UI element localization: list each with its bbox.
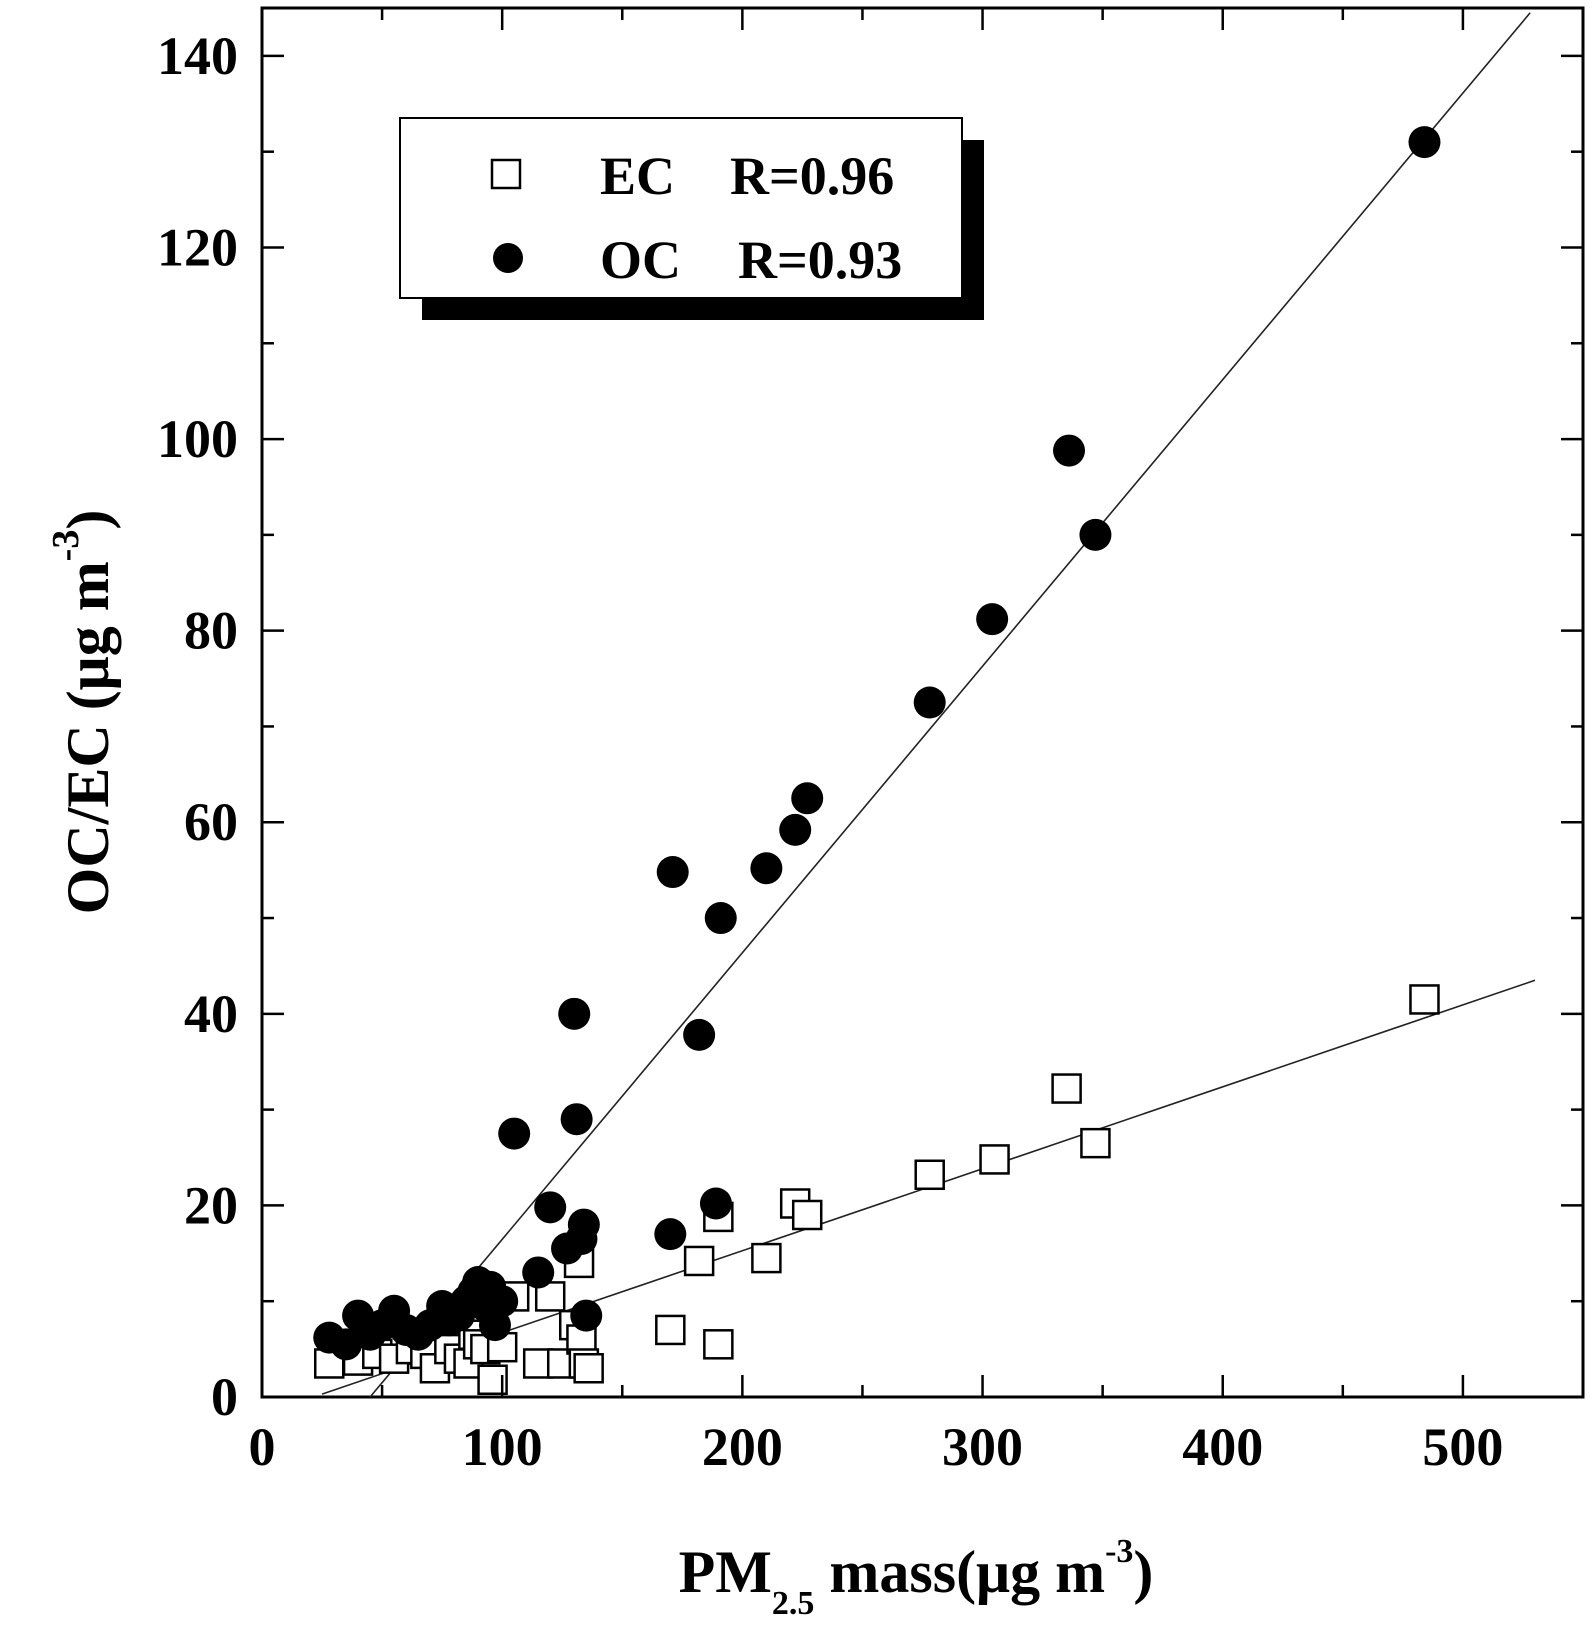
y-tick-label: 0 bbox=[211, 1367, 238, 1427]
x-tick-label: 400 bbox=[1182, 1417, 1263, 1477]
y-tick-label: 60 bbox=[184, 792, 238, 852]
fit-line-oc bbox=[369, 12, 1531, 1398]
data-points bbox=[313, 126, 1441, 1396]
y-axis-title: OC/EC (μg m-3) bbox=[45, 510, 121, 915]
y-tick-label: 20 bbox=[184, 1175, 238, 1235]
x-axis-title-unit-sup: -3 bbox=[1105, 1533, 1133, 1570]
point-oc bbox=[1079, 518, 1112, 551]
x-tick-label: 100 bbox=[462, 1417, 543, 1477]
plot-frame-layer bbox=[260, 6, 1585, 1399]
y-tick-label: 40 bbox=[184, 984, 238, 1044]
point-oc bbox=[704, 902, 737, 935]
legend-ec-r-value: R=0.96 bbox=[730, 146, 894, 206]
y-tick-label: 100 bbox=[157, 409, 238, 469]
point-ec bbox=[791, 1199, 823, 1231]
point-ec bbox=[751, 1242, 782, 1274]
point-oc bbox=[683, 1018, 716, 1051]
point-ec bbox=[1409, 984, 1440, 1015]
point-ec bbox=[703, 1329, 734, 1360]
legend-ec-marker bbox=[490, 158, 522, 190]
legend: EC R=0.96 OC R=0.93 bbox=[399, 117, 984, 320]
x-tick-label: 200 bbox=[702, 1417, 783, 1477]
axis-ticks: 0 100 200 300 400 500 0 20 40 60 80 100 120 140 bbox=[157, 8, 1585, 1477]
point-oc bbox=[656, 856, 689, 889]
legend-oc-label: OC bbox=[600, 230, 681, 290]
point-oc bbox=[558, 997, 591, 1030]
point-oc bbox=[534, 1191, 567, 1224]
point-ec bbox=[1080, 1127, 1111, 1159]
y-axis-title-main: OC/EC bbox=[55, 724, 121, 914]
point-ec bbox=[979, 1144, 1010, 1175]
point-ec bbox=[1051, 1073, 1082, 1104]
point-ec bbox=[477, 1364, 508, 1396]
point-oc bbox=[654, 1218, 687, 1251]
x-tick-label: 300 bbox=[942, 1417, 1023, 1477]
point-oc bbox=[486, 1285, 519, 1318]
x-tick-label: 500 bbox=[1422, 1417, 1503, 1477]
point-oc bbox=[330, 1328, 363, 1361]
point-oc bbox=[779, 813, 812, 846]
x-axis-title-unit-close: ) bbox=[1133, 1539, 1153, 1605]
point-oc bbox=[699, 1187, 732, 1220]
point-oc bbox=[1408, 126, 1441, 159]
y-axis-title-unit-sup: -3 bbox=[45, 530, 87, 562]
point-ec bbox=[683, 1245, 715, 1277]
point-oc bbox=[913, 686, 946, 719]
point-oc bbox=[560, 1103, 593, 1136]
x-tick-label: 0 bbox=[249, 1417, 276, 1477]
point-oc bbox=[570, 1299, 603, 1332]
point-oc bbox=[750, 852, 783, 885]
point-oc bbox=[976, 603, 1009, 636]
x-axis-title: PM2.5 mass(μg m-3) bbox=[679, 1533, 1154, 1622]
y-tick-label: 140 bbox=[157, 26, 238, 86]
x-axis-title-unit-open: (μg m bbox=[956, 1539, 1105, 1605]
plot-frame bbox=[260, 6, 1585, 1399]
point-oc bbox=[791, 782, 824, 815]
point-oc bbox=[567, 1208, 600, 1241]
point-oc bbox=[522, 1256, 555, 1289]
legend-oc-r-value: R=0.93 bbox=[738, 230, 902, 290]
y-tick-label: 80 bbox=[184, 601, 238, 661]
x-axis-title-rest: mass bbox=[814, 1539, 956, 1605]
point-ec bbox=[573, 1353, 604, 1384]
point-ec bbox=[655, 1314, 686, 1346]
y-axis-title-unit-open: (μg m bbox=[55, 561, 121, 710]
point-ec bbox=[914, 1159, 945, 1191]
y-axis-title-unit-close: ) bbox=[55, 510, 121, 530]
x-axis-title-sub: 2.5 bbox=[772, 1585, 815, 1622]
point-oc bbox=[1053, 434, 1086, 467]
legend-oc-marker bbox=[493, 243, 523, 273]
legend-ec-label: EC bbox=[600, 146, 675, 206]
y-tick-label: 120 bbox=[157, 217, 238, 277]
x-axis-title-main: PM bbox=[679, 1539, 772, 1605]
legend-box bbox=[399, 117, 963, 299]
point-oc bbox=[498, 1117, 531, 1150]
